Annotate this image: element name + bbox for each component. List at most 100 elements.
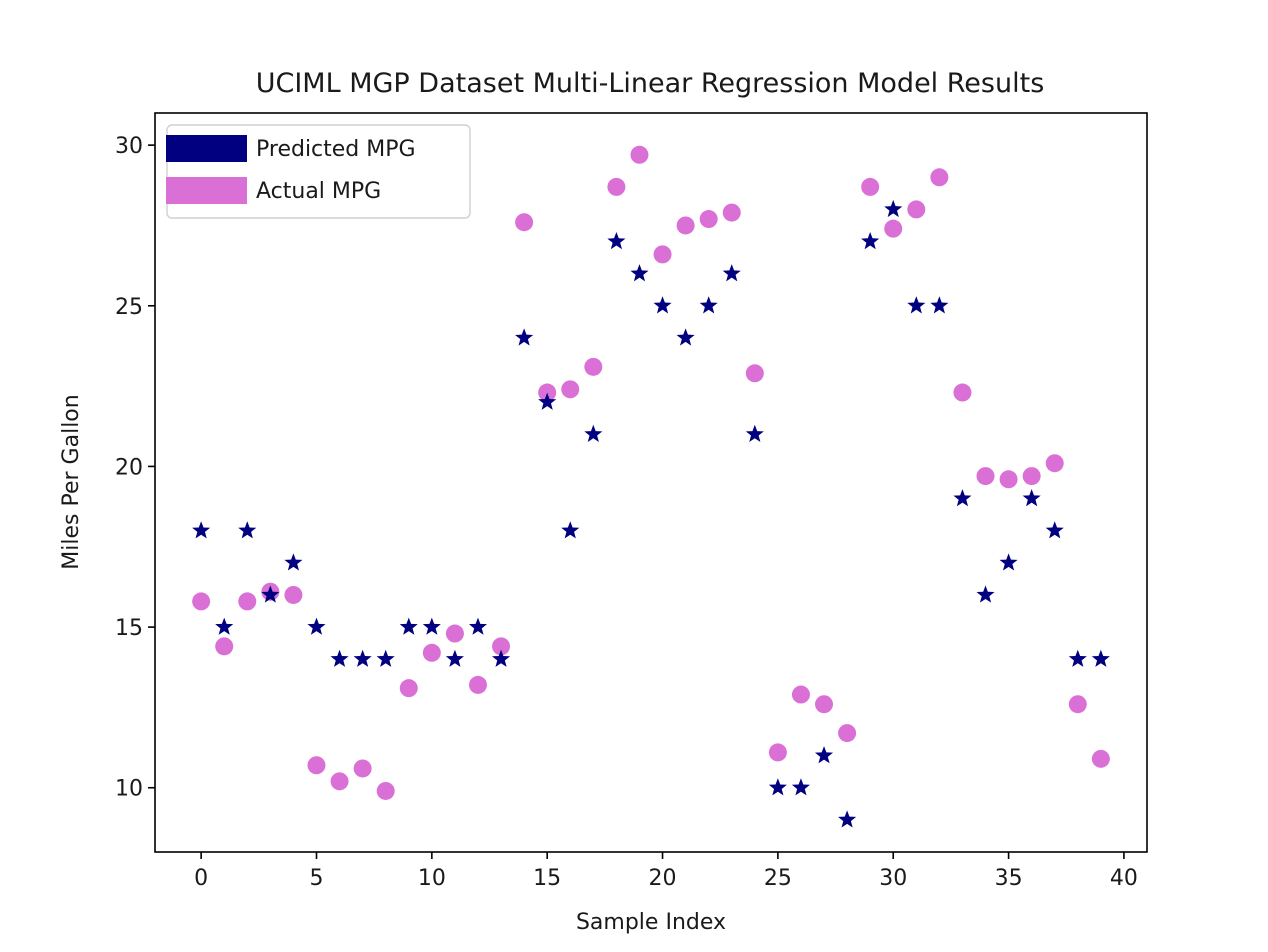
actual-mpg-point xyxy=(561,380,580,399)
y-tick-label: 15 xyxy=(115,616,143,641)
actual-mpg-point xyxy=(1022,467,1041,486)
actual-mpg-point xyxy=(353,759,372,778)
actual-mpg-point xyxy=(976,467,995,486)
plot-area xyxy=(192,145,1110,828)
predicted-mpg-point xyxy=(353,649,372,667)
legend: Predicted MPG Actual MPG xyxy=(166,124,471,219)
predicted-mpg-point xyxy=(699,296,718,314)
actual-mpg-point xyxy=(307,756,326,775)
axes: 0 5 10 15 20 25 30 35 40 10 15 20 25 30 xyxy=(115,112,1148,891)
predicted-mpg-point xyxy=(607,232,626,250)
predicted-mpg-point xyxy=(976,585,995,603)
predicted-mpg-point xyxy=(561,521,580,539)
legend-swatch-predicted-mpg xyxy=(166,135,247,162)
actual-mpg-point xyxy=(815,695,834,714)
y-tick-label: 10 xyxy=(115,777,143,802)
actual-mpg-point xyxy=(884,219,903,238)
predicted-mpg-point xyxy=(768,778,787,796)
x-tick-label: 20 xyxy=(649,866,677,891)
axes-frame xyxy=(154,112,1148,853)
predicted-mpg-point xyxy=(653,296,672,314)
actual-mpg-point xyxy=(376,781,395,800)
x-tick-label: 40 xyxy=(1110,866,1138,891)
predicted-mpg-point xyxy=(261,585,280,603)
predicted-mpg-point xyxy=(399,617,418,635)
actual-mpg-point xyxy=(630,145,649,164)
predicted-mpg-point xyxy=(1068,649,1087,667)
legend-label-predicted-mpg: Predicted MPG xyxy=(256,137,416,162)
actual-mpg-point xyxy=(584,357,603,376)
x-tick-label: 15 xyxy=(533,866,561,891)
actual-mpg-point xyxy=(1091,749,1110,768)
actual-mpg-point xyxy=(838,724,857,743)
predicted-mpg-point xyxy=(861,232,880,250)
predicted-mpg-point xyxy=(907,296,926,314)
predicted-mpg-point xyxy=(1091,649,1110,667)
legend-swatch-actual-mpg xyxy=(166,177,247,204)
x-tick-label: 0 xyxy=(194,866,208,891)
actual-mpg-point xyxy=(538,383,557,402)
actual-mpg-point xyxy=(215,637,234,656)
actual-mpg-point xyxy=(330,772,349,791)
actual-mpg-point xyxy=(1068,695,1087,714)
predicted-mpg-point xyxy=(445,649,464,667)
predicted-mpg-point xyxy=(376,649,395,667)
actual-mpg-point xyxy=(999,470,1018,489)
predicted-mpg-point xyxy=(791,778,810,796)
actual-mpg-point xyxy=(745,364,764,383)
actual-mpg-point xyxy=(284,585,303,604)
actual-mpg-point xyxy=(422,643,441,662)
predicted-mpg-point xyxy=(745,424,764,442)
actual-mpg-point xyxy=(492,637,511,656)
y-tick-label: 25 xyxy=(115,295,143,320)
predicted-mpg-point xyxy=(192,521,211,539)
actual-mpg-point xyxy=(953,383,972,402)
y-axis-title: Miles Per Gallon xyxy=(59,394,84,569)
legend-label-actual-mpg: Actual MPG xyxy=(256,179,381,204)
predicted-mpg-point xyxy=(999,553,1018,571)
x-axis-title: Sample Index xyxy=(576,910,726,935)
predicted-mpg-point xyxy=(538,392,557,410)
predicted-mpg-point xyxy=(884,199,903,218)
x-tick-label: 10 xyxy=(418,866,446,891)
predicted-mpg-point xyxy=(492,649,511,667)
predicted-mpg-point xyxy=(215,617,234,635)
actual-mpg-point xyxy=(930,168,949,187)
x-tick-label: 25 xyxy=(764,866,792,891)
predicted-mpg-point xyxy=(584,424,603,442)
predicted-mpg-point xyxy=(238,521,257,539)
actual-mpg-point xyxy=(653,245,672,264)
actual-mpg-point xyxy=(192,592,211,611)
predicted-mpg-point xyxy=(422,617,441,635)
predicted-mpg-point xyxy=(515,328,534,346)
x-tick-label: 35 xyxy=(995,866,1023,891)
actual-mpg-point xyxy=(238,592,257,611)
y-tick-label: 30 xyxy=(115,134,143,159)
actual-mpg-point xyxy=(907,200,926,219)
actual-mpg-point xyxy=(722,203,741,222)
predicted-mpg-point xyxy=(953,489,972,507)
predicted-mpg-point xyxy=(814,746,834,764)
actual-mpg-point xyxy=(699,210,718,229)
actual-mpg-point xyxy=(468,675,487,694)
predicted-mpg-point xyxy=(1022,489,1041,507)
predicted-mpg-point xyxy=(676,328,695,346)
predicted-mpg-point xyxy=(284,553,303,571)
actual-mpg-point xyxy=(791,685,810,704)
predicted-mpg-point xyxy=(307,617,326,635)
y-tick-label: 20 xyxy=(115,455,143,480)
predicted-mpg-point xyxy=(930,296,949,314)
actual-mpg-point xyxy=(1045,454,1064,473)
actual-mpg-point xyxy=(861,177,880,196)
actual-mpg-point xyxy=(445,624,464,643)
x-tick-label: 5 xyxy=(309,866,323,891)
x-tick-label: 30 xyxy=(879,866,907,891)
predicted-mpg-point xyxy=(330,649,349,667)
actual-mpg-point xyxy=(607,177,626,196)
predicted-mpg-point xyxy=(1045,521,1064,539)
predicted-mpg-point xyxy=(630,264,649,282)
predicted-mpg-point xyxy=(468,617,488,635)
actual-mpg-point xyxy=(515,213,534,232)
actual-mpg-point xyxy=(399,679,418,698)
